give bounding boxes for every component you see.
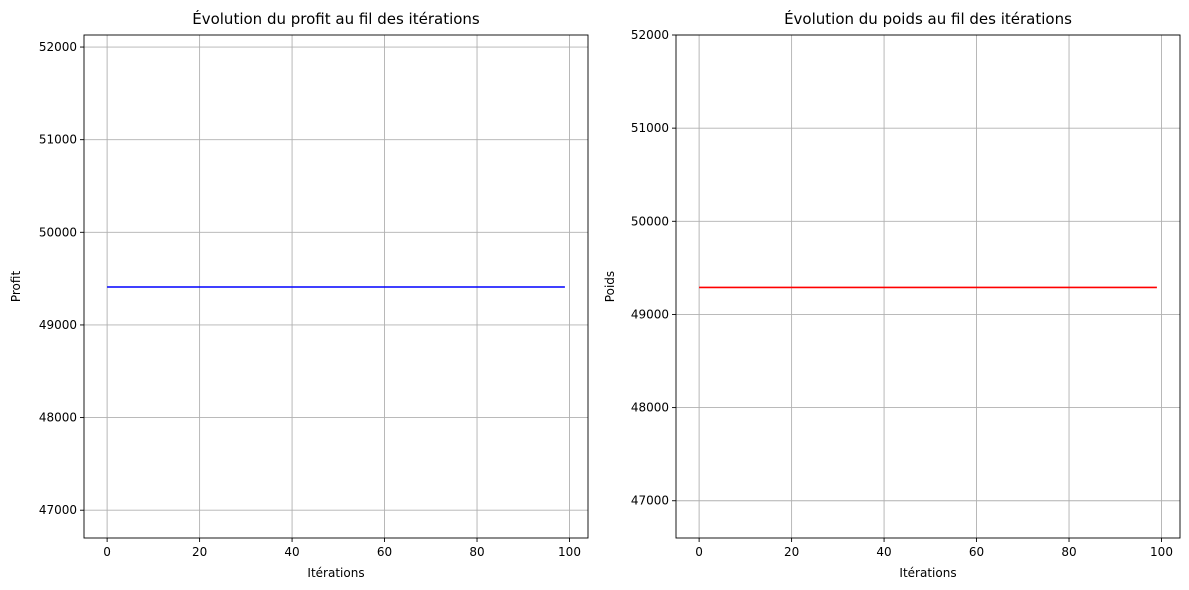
weight-chart-title: Évolution du poids au fil des itérations bbox=[784, 9, 1072, 28]
profit-x-axis-label: Itérations bbox=[307, 566, 364, 580]
weight-x-tick-label: 0 bbox=[695, 545, 703, 559]
profit-x-tick-label: 0 bbox=[103, 545, 111, 559]
profit-y-tick-label: 49000 bbox=[39, 318, 77, 332]
weight-plot-frame bbox=[675, 34, 1181, 539]
weight-grid bbox=[676, 34, 1180, 538]
profit-x-tick-label: 20 bbox=[192, 545, 207, 559]
weight-y-tick-label: 49000 bbox=[631, 307, 669, 321]
profit-x-tick-label: 100 bbox=[558, 545, 581, 559]
weight-y-tick-label: 47000 bbox=[631, 494, 669, 508]
weight-chart: 0 20 40 60 80 100 47000 48000 49000 50000 51000 520… bbox=[603, 9, 1181, 580]
weight-x-tick-label: 40 bbox=[876, 545, 891, 559]
profit-x-tick-label: 80 bbox=[469, 545, 484, 559]
profit-y-tick-label: 52000 bbox=[39, 40, 77, 54]
weight-x-tick-label: 100 bbox=[1150, 545, 1173, 559]
profit-x-tick-label: 40 bbox=[284, 545, 299, 559]
weight-x-tick-label: 20 bbox=[784, 545, 799, 559]
profit-chart: 0 20 40 60 80 100 47000 48000 49000 50000 51000 520… bbox=[9, 9, 589, 580]
profit-x-tick-label: 60 bbox=[377, 545, 392, 559]
profit-y-tick-label: 50000 bbox=[39, 225, 77, 239]
weight-y-axis-label: Poids bbox=[603, 271, 617, 302]
weight-x-tick-label: 80 bbox=[1061, 545, 1076, 559]
profit-y-tick-label: 47000 bbox=[39, 503, 77, 517]
weight-y-tick-label: 52000 bbox=[631, 28, 669, 42]
profit-y-axis-label: Profit bbox=[9, 271, 23, 303]
weight-y-tick-label: 51000 bbox=[631, 121, 669, 135]
weight-y-tick-label: 50000 bbox=[631, 214, 669, 228]
profit-y-tick-label: 48000 bbox=[39, 411, 77, 425]
weight-x-axis-label: Itérations bbox=[899, 566, 956, 580]
profit-y-tick-label: 51000 bbox=[39, 133, 77, 147]
weight-y-tick-label: 48000 bbox=[631, 401, 669, 415]
weight-x-tick-label: 60 bbox=[969, 545, 984, 559]
profit-plot-frame bbox=[83, 34, 589, 539]
profit-chart-title: Évolution du profit au fil des itération… bbox=[192, 9, 480, 28]
